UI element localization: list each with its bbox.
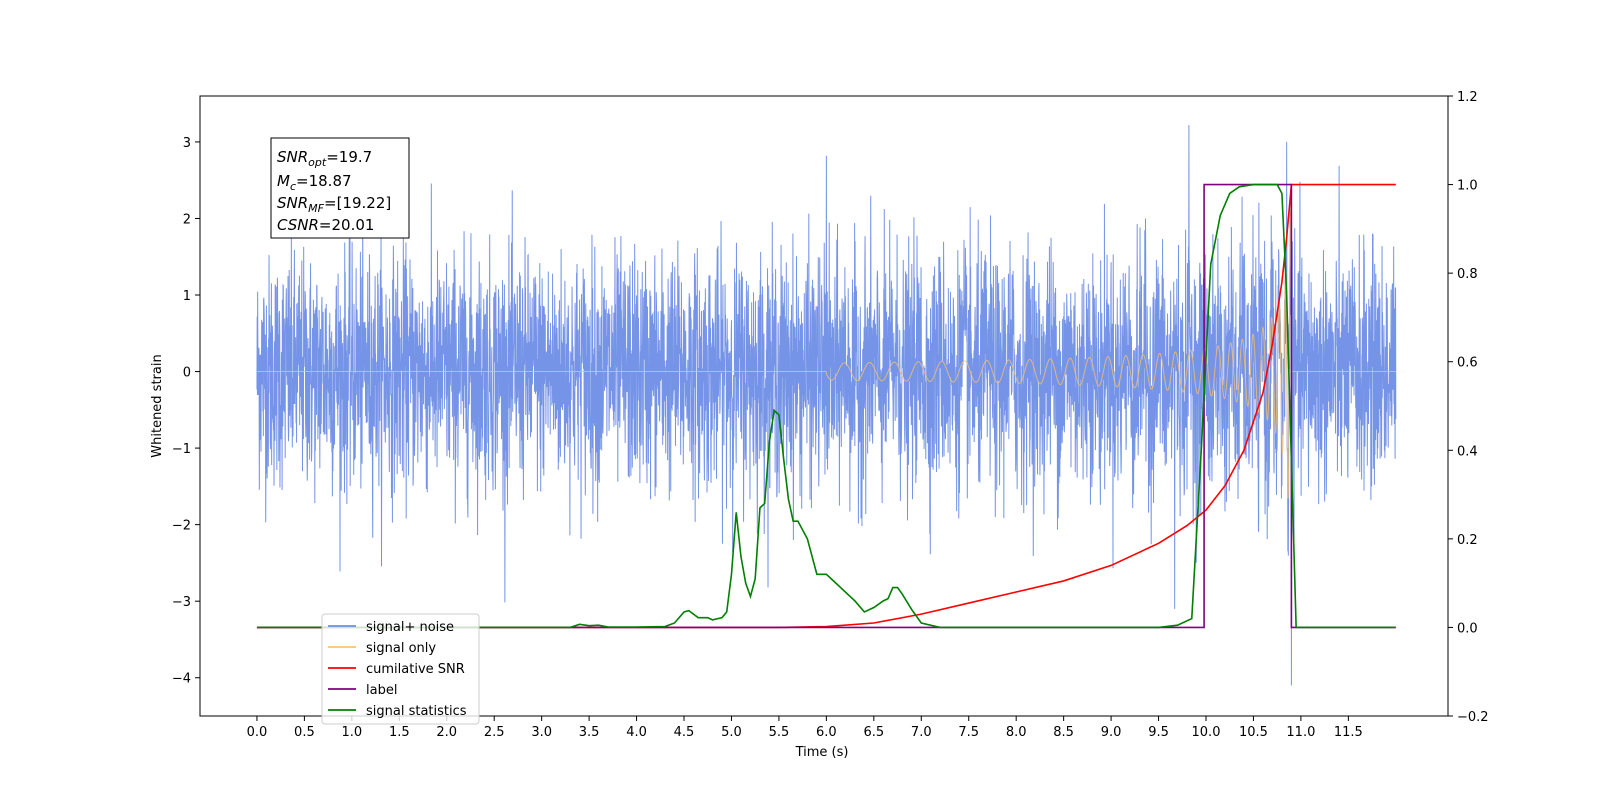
- x-tick-label: 10.5: [1239, 725, 1268, 740]
- y2-tick-label: 0.6: [1457, 356, 1478, 371]
- series-signal-noise: [256, 125, 1397, 686]
- series-layer: [256, 125, 1397, 686]
- x-tick-label: 2.0: [436, 725, 457, 740]
- x-tick-label: 11.5: [1334, 725, 1363, 740]
- legend-label: signal+ noise: [366, 620, 454, 635]
- plot-frame: [199, 95, 1449, 717]
- x-axis-label: Time (s): [795, 745, 849, 760]
- annotation-snr-mf: SNRMF=[19.22]: [277, 194, 391, 215]
- y-tick-label: 3: [183, 136, 191, 151]
- x-tick-label: 8.0: [1006, 725, 1027, 740]
- x-tick-label: 4.5: [674, 725, 695, 740]
- x-tick-label: 2.5: [484, 725, 505, 740]
- series-signal-statistics: [256, 183, 1396, 629]
- y-tick-label: −4: [172, 672, 191, 687]
- x-tick-label: 6.5: [863, 725, 884, 740]
- annotation-mc: Mc=18.87: [277, 172, 352, 193]
- x-tick-label: 0.5: [294, 725, 315, 740]
- annotation-frame: [270, 137, 410, 239]
- x-tick-label: 11.0: [1286, 725, 1315, 740]
- legend-entries: signal+ noise signal only cumilative SNR la…: [328, 620, 467, 719]
- legend-label: signal statistics: [366, 704, 467, 719]
- y2-tick-label: 1.2: [1457, 90, 1478, 105]
- y-tick-label: −2: [172, 519, 191, 534]
- x-tick-label: 3.5: [579, 725, 600, 740]
- x-ticks: 0.0 0.5 1.0 1.5 2.0 2.5 3.0 3.5 4.0 4.5 5.0 5.5 6.0 6…: [247, 716, 1363, 740]
- x-tick-label: 6.0: [816, 725, 837, 740]
- legend: signal+ noise signal only cumilative SNR la…: [321, 613, 480, 725]
- x-tick-label: 0.0: [247, 725, 268, 740]
- x-tick-label: 5.5: [769, 725, 790, 740]
- x-tick-label: 7.0: [911, 725, 932, 740]
- x-tick-label: 1.0: [342, 725, 363, 740]
- x-tick-label: 5.0: [721, 725, 742, 740]
- y-ticks: 3 2 1 0 −1 −2 −3 −4: [172, 136, 200, 687]
- legend-label: cumilative SNR: [366, 662, 465, 677]
- y-tick-label: −1: [172, 442, 191, 457]
- x-tick-label: 3.0: [531, 725, 552, 740]
- x-tick-label: 9.0: [1101, 725, 1122, 740]
- x-tick-label: 7.5: [958, 725, 979, 740]
- y-tick-label: −3: [172, 595, 191, 610]
- annotation-csnr: CSNR=20.01: [277, 216, 374, 234]
- y2-tick-label: −0.2: [1457, 710, 1489, 725]
- y-tick-label: 2: [183, 212, 191, 227]
- legend-label: signal only: [366, 641, 436, 656]
- x-tick-label: 4.0: [626, 725, 647, 740]
- x-tick-label: 1.5: [389, 725, 410, 740]
- annotation-snr-opt: SNRopt=19.7: [277, 148, 372, 169]
- legend-label: label: [366, 683, 397, 698]
- y2-tick-label: 0.4: [1457, 444, 1478, 459]
- y2-ticks: 1.2 1.0 0.8 0.6 0.4 0.2 0.0 −0.2: [1448, 90, 1489, 725]
- annotation-box: SNRopt=19.7 Mc=18.87 SNRMF=[19.22] CSNR=…: [270, 137, 410, 239]
- y-tick-label: 1: [183, 289, 191, 304]
- y2-tick-label: 0.8: [1457, 267, 1478, 282]
- y2-tick-label: 1.0: [1457, 179, 1478, 194]
- x-tick-label: 10.0: [1192, 725, 1221, 740]
- y2-tick-label: 0.2: [1457, 533, 1478, 548]
- legend-frame: [321, 613, 480, 725]
- y2-tick-label: 0.0: [1457, 621, 1478, 636]
- x-tick-label: 8.5: [1053, 725, 1074, 740]
- y-tick-label: 0: [183, 366, 191, 381]
- x-tick-label: 9.5: [1148, 725, 1169, 740]
- y-axis-label: Whitened strain: [150, 354, 165, 457]
